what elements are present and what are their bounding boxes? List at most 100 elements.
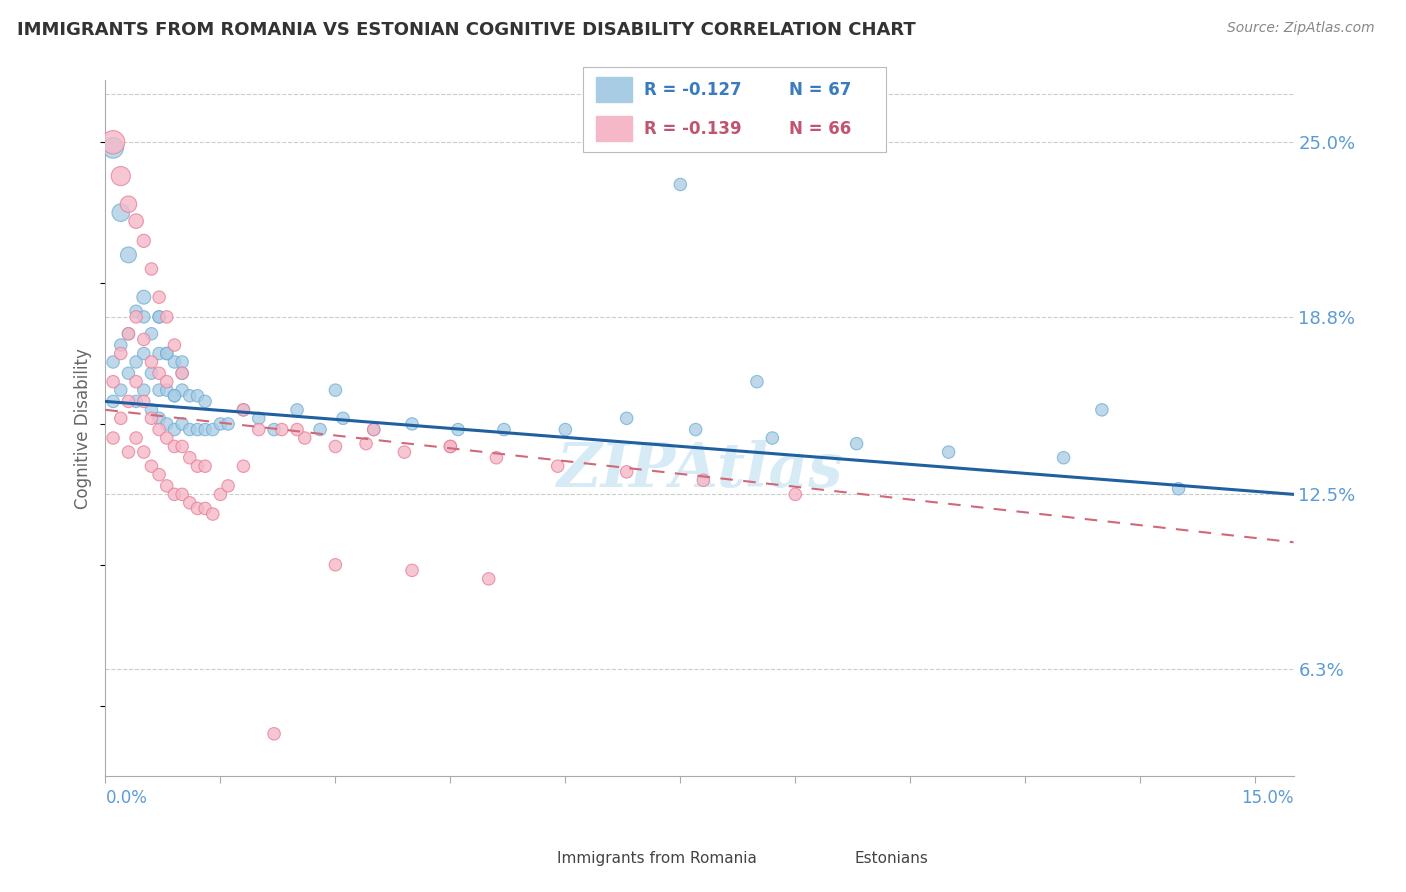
Point — [547, 459, 569, 474]
Bar — [596, 77, 631, 103]
Point — [148, 310, 170, 324]
Point — [172, 440, 194, 454]
Point — [101, 141, 124, 155]
Text: 0.0%: 0.0% — [105, 789, 148, 807]
Point — [172, 487, 194, 501]
Point — [101, 375, 124, 389]
Point — [186, 389, 208, 403]
Point — [363, 423, 385, 437]
Point — [163, 338, 186, 352]
Point — [447, 423, 470, 437]
Point — [148, 366, 170, 380]
Point — [117, 445, 139, 459]
Text: ZIPAtlas: ZIPAtlas — [557, 440, 842, 500]
Point — [117, 326, 139, 341]
Text: Estonians: Estonians — [855, 851, 929, 865]
Point — [148, 423, 170, 437]
Point — [117, 394, 139, 409]
Point — [186, 459, 208, 474]
Point — [101, 355, 124, 369]
Point — [325, 383, 347, 397]
Point — [186, 501, 208, 516]
Text: N = 66: N = 66 — [789, 120, 851, 137]
Point — [186, 423, 208, 437]
Point — [125, 375, 148, 389]
Point — [179, 423, 201, 437]
Point — [616, 465, 638, 479]
Point — [209, 417, 232, 431]
Point — [148, 411, 170, 425]
Point — [141, 411, 163, 425]
Point — [247, 411, 270, 425]
Point — [148, 290, 170, 304]
Text: Source: ZipAtlas.com: Source: ZipAtlas.com — [1227, 21, 1375, 36]
Point — [172, 366, 194, 380]
Point — [141, 326, 163, 341]
Point — [148, 310, 170, 324]
Point — [263, 423, 285, 437]
Point — [232, 402, 254, 417]
Point — [685, 423, 707, 437]
Point — [110, 411, 132, 425]
Point — [439, 440, 461, 454]
Point — [132, 310, 155, 324]
Point — [132, 445, 155, 459]
Point — [172, 383, 194, 397]
Point — [156, 417, 179, 431]
Point — [1091, 402, 1114, 417]
Point — [325, 558, 347, 572]
Point — [132, 234, 155, 248]
Point — [247, 423, 270, 437]
Point — [125, 310, 148, 324]
Point — [669, 178, 692, 192]
Point — [125, 394, 148, 409]
Point — [163, 440, 186, 454]
Point — [141, 459, 163, 474]
Point — [110, 205, 132, 219]
Point — [125, 214, 148, 228]
Point — [125, 431, 148, 445]
Point — [938, 445, 960, 459]
Point — [209, 487, 232, 501]
Point — [172, 355, 194, 369]
Point — [117, 366, 139, 380]
Point — [217, 417, 239, 431]
Point — [217, 479, 239, 493]
Point — [309, 423, 332, 437]
Point — [141, 262, 163, 277]
Point — [125, 304, 148, 318]
Point — [394, 445, 416, 459]
Point — [117, 197, 139, 211]
Point — [163, 389, 186, 403]
Point — [132, 346, 155, 360]
Text: N = 67: N = 67 — [789, 81, 852, 99]
Point — [156, 431, 179, 445]
Point — [141, 355, 163, 369]
Point — [1167, 482, 1189, 496]
Point — [148, 346, 170, 360]
Point — [110, 338, 132, 352]
Point — [492, 423, 515, 437]
Point — [201, 507, 224, 521]
Point — [148, 383, 170, 397]
Point — [761, 431, 783, 445]
Point — [101, 394, 124, 409]
Point — [201, 423, 224, 437]
Point — [263, 727, 285, 741]
Point — [478, 572, 501, 586]
Point — [132, 383, 155, 397]
Point — [270, 423, 292, 437]
Point — [163, 355, 186, 369]
Point — [156, 479, 179, 493]
Point — [363, 423, 385, 437]
Point — [354, 436, 377, 450]
Point — [745, 375, 768, 389]
Point — [117, 248, 139, 262]
Point — [125, 355, 148, 369]
Point — [1052, 450, 1074, 465]
Point — [285, 423, 308, 437]
Point — [163, 389, 186, 403]
Point — [194, 423, 217, 437]
Point — [117, 326, 139, 341]
Point — [845, 436, 868, 450]
